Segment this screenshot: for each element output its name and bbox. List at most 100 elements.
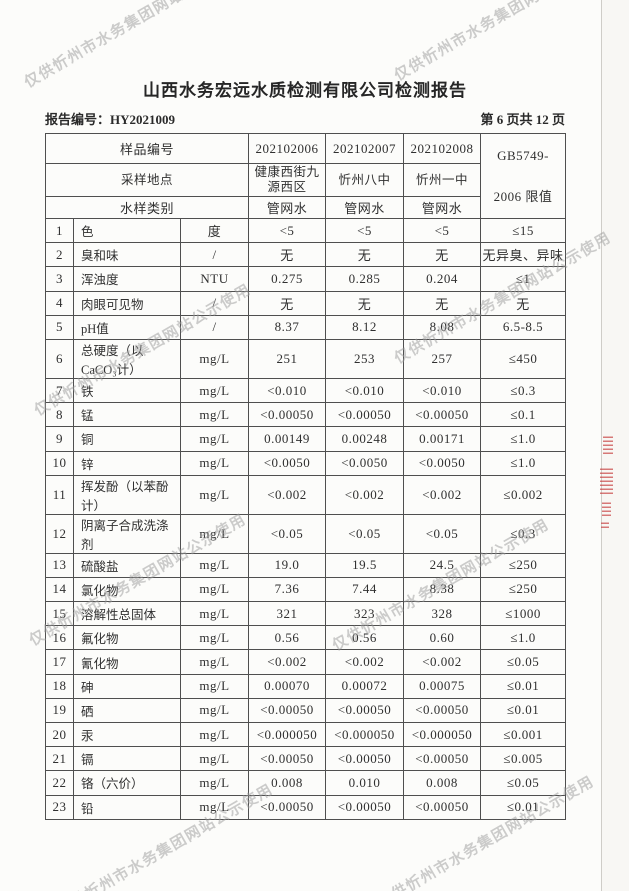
- row-number: 23: [45, 794, 74, 820]
- row-number: 20: [45, 721, 74, 748]
- unit: /: [179, 290, 250, 316]
- sample-value-2: <5: [325, 217, 405, 244]
- unit: mg/L: [179, 794, 250, 820]
- limit-value: ≤0.01: [480, 673, 567, 699]
- row-number: 16: [45, 625, 74, 651]
- page-title: 山西水务宏远水质检测有限公司检测报告: [143, 81, 467, 100]
- limit-value: ≤450: [480, 338, 567, 379]
- row-number: 14: [45, 576, 74, 603]
- limit-value: 无: [480, 290, 567, 316]
- sample-value-1: 19.0: [248, 552, 327, 578]
- unit: mg/L: [179, 513, 250, 554]
- sample-value-1: 0.00070: [248, 673, 327, 699]
- table-row: 17 氰化物 mg/L <0.002 <0.002 <0.002 ≤0.05: [45, 649, 567, 675]
- unit: mg/L: [179, 649, 250, 675]
- sample-id: 202102006: [248, 133, 327, 164]
- param-name: 总硬度（以CaCO₃计）: [73, 338, 181, 379]
- water-type-value: 管网水: [403, 196, 482, 219]
- unit: mg/L: [179, 576, 250, 603]
- param-name: 锰: [73, 402, 181, 428]
- red-stamp-fragment: [600, 466, 613, 494]
- table-header-rows: 样品编号 202102006 202102007 202102008 GB574…: [44, 133, 567, 219]
- sample-value-1: <0.00050: [248, 746, 327, 772]
- sample-value-3: 0.60: [403, 625, 482, 651]
- limit-value: ≤250: [480, 552, 567, 578]
- row-number: 3: [45, 266, 74, 292]
- row-number: 22: [45, 770, 74, 796]
- limit-value: ≤1000: [480, 601, 567, 627]
- table-row: 8 锰 mg/L <0.00050 <0.00050 <0.00050 ≤0.1: [45, 402, 567, 428]
- unit: mg/L: [179, 697, 250, 724]
- limit-value: ≤0.005: [480, 746, 567, 772]
- water-type-value: 管网水: [325, 196, 405, 219]
- sample-value-1: 0.008: [248, 770, 327, 796]
- sample-value-3: <0.000050: [403, 721, 482, 748]
- sample-value-1: 321: [248, 601, 327, 627]
- sample-value-3: 8.08: [403, 314, 482, 340]
- row-number: 10: [45, 450, 74, 476]
- sample-value-1: <0.002: [248, 474, 327, 515]
- sample-value-2: <0.00050: [325, 746, 405, 772]
- table-row: 16 氟化物 mg/L 0.56 0.56 0.60 ≤1.0: [45, 625, 567, 651]
- param-name: 硒: [73, 697, 181, 724]
- limit-value: ≤15: [480, 217, 567, 244]
- unit: mg/L: [179, 673, 250, 699]
- sample-value-2: <0.010: [325, 377, 405, 404]
- param-name: 阴离子合成洗涤剂: [73, 513, 181, 554]
- row-number: 15: [45, 601, 74, 627]
- param-name: 锌: [73, 450, 181, 476]
- sample-value-2: 323: [325, 601, 405, 627]
- page-edge-line: [601, 0, 602, 891]
- limit-value: ≤0.01: [480, 697, 567, 724]
- sample-value-3: 无: [403, 290, 482, 316]
- table-row: 6 总硬度（以CaCO₃计） mg/L 251 253 257 ≤450: [45, 338, 567, 379]
- sample-id: 202102007: [325, 133, 405, 164]
- sample-value-2: <0.00050: [325, 794, 405, 820]
- sample-value-3: 328: [403, 601, 482, 627]
- row-number: 5: [45, 314, 74, 340]
- water-type-label: 水样类别: [44, 196, 250, 219]
- sample-value-1: 无: [248, 242, 327, 268]
- row-number: 4: [45, 290, 74, 316]
- table-row: 20 汞 mg/L <0.000050 <0.000050 <0.000050 ≤0.001: [45, 721, 567, 748]
- unit: mg/L: [179, 721, 250, 748]
- row-number: 13: [45, 552, 74, 578]
- param-name: 镉: [73, 746, 181, 772]
- row-number: 17: [45, 649, 74, 675]
- limit-value: ≤0.001: [480, 721, 567, 748]
- limit-value: 无异臭、异味: [480, 242, 567, 268]
- limit-value: ≤0.05: [480, 649, 567, 675]
- sample-value-2: 19.5: [325, 552, 405, 578]
- table-row: 23 铅 mg/L <0.00050 <0.00050 <0.00050 ≤0.01: [45, 794, 567, 820]
- sample-value-3: 257: [403, 338, 482, 379]
- sample-value-3: <0.05: [403, 513, 482, 554]
- limit-value: ≤1.0: [480, 625, 567, 651]
- row-number: 11: [45, 474, 74, 515]
- param-name: 汞: [73, 721, 181, 748]
- sample-value-1: <0.00050: [248, 794, 327, 820]
- param-name: 浑浊度: [73, 266, 181, 292]
- sample-value-2: 0.56: [325, 625, 405, 651]
- param-name: 氰化物: [73, 649, 181, 675]
- param-name: 氯化物: [73, 576, 181, 603]
- sample-value-2: 7.44: [325, 576, 405, 603]
- unit: mg/L: [179, 770, 250, 796]
- unit: mg/L: [179, 402, 250, 428]
- limit-value: ≤0.1: [480, 402, 567, 428]
- sample-value-3: 无: [403, 242, 482, 268]
- param-name: pH值: [73, 314, 181, 340]
- table-row: 18 砷 mg/L 0.00070 0.00072 0.00075 ≤0.01: [45, 673, 567, 699]
- water-quality-table: 样品编号 202102006 202102007 202102008 GB574…: [44, 133, 567, 820]
- limit-value: ≤0.05: [480, 770, 567, 796]
- unit: NTU: [179, 266, 250, 292]
- unit: mg/L: [179, 450, 250, 476]
- sample-value-2: <0.0050: [325, 450, 405, 476]
- sample-value-2: 0.285: [325, 266, 405, 292]
- red-stamp-fragment: [601, 521, 609, 528]
- location-value: 忻州一中: [403, 163, 482, 197]
- water-type-value: 管网水: [248, 196, 327, 219]
- sample-id-label: 样品编号: [44, 133, 250, 164]
- sample-value-1: 0.56: [248, 625, 327, 651]
- limit-standard-header: GB5749- 2006 限值: [480, 133, 567, 219]
- table-row: 19 硒 mg/L <0.00050 <0.00050 <0.00050 ≤0.01: [45, 697, 567, 724]
